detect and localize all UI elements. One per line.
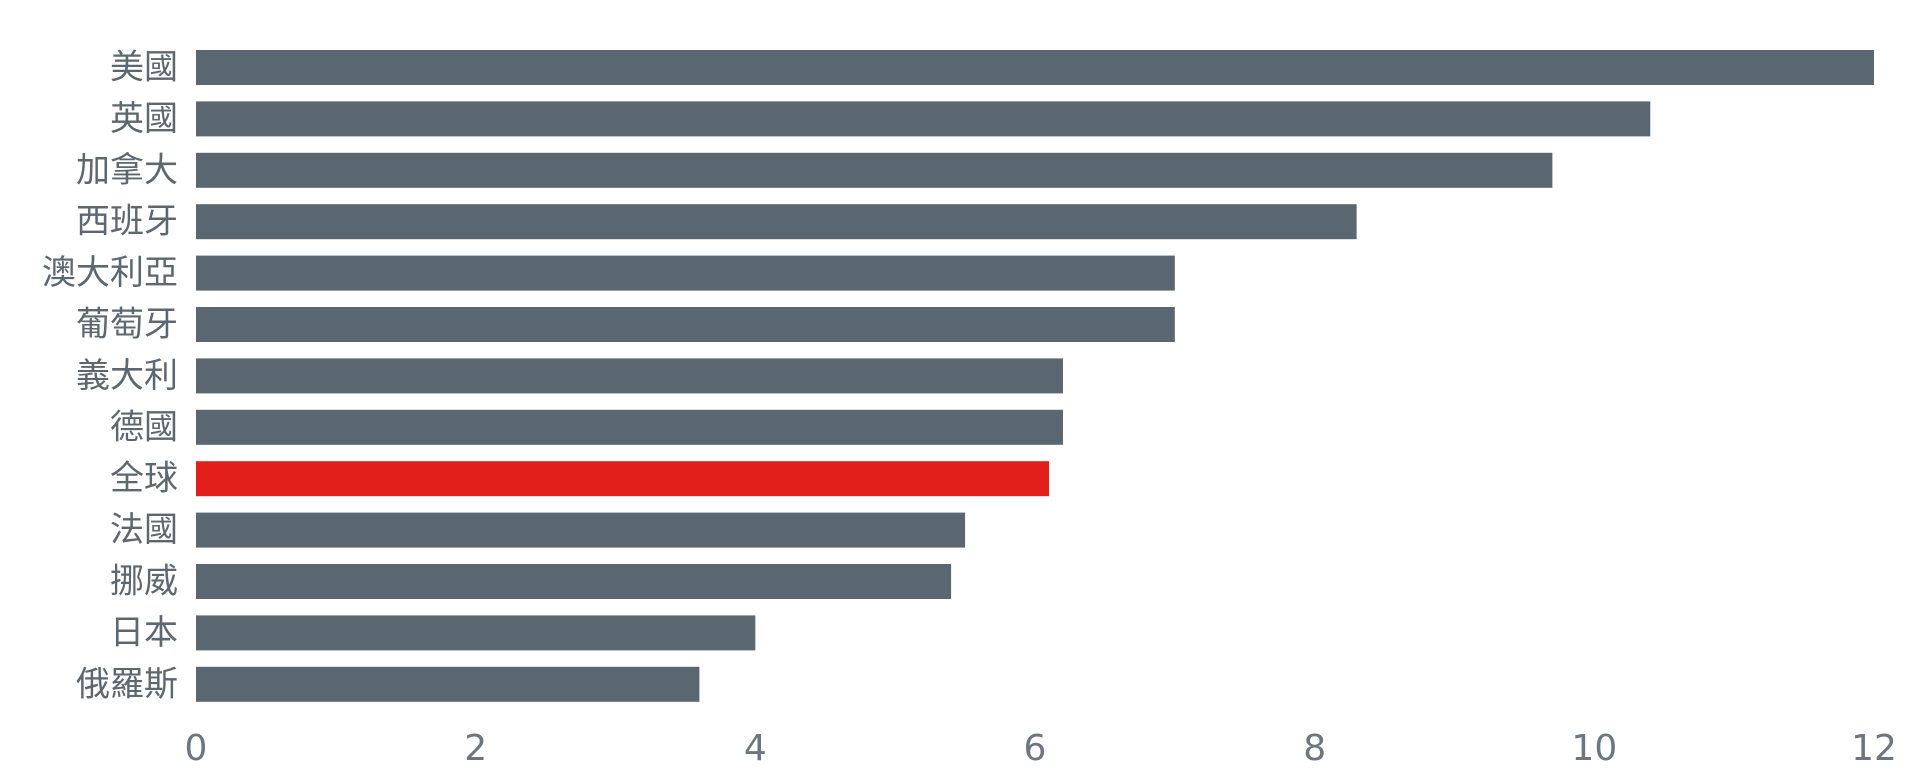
bar-11 [196, 615, 756, 651]
x-tick-label-2: 4 [744, 728, 767, 769]
bars-group [196, 50, 1874, 702]
category-label-2: 加拿大 [76, 150, 178, 190]
category-label-12: 俄羅斯 [76, 664, 178, 704]
category-label-0: 美國 [110, 48, 178, 88]
x-tick-label-3: 6 [1024, 728, 1047, 769]
bar-3 [196, 204, 1357, 240]
category-label-4: 澳大利亞 [42, 253, 178, 293]
x-tick-label-0: 0 [185, 728, 208, 769]
x-tick-label-1: 2 [464, 728, 487, 769]
x-tick-label-6: 12 [1851, 728, 1897, 769]
bar-6 [196, 358, 1063, 394]
bar-12 [196, 666, 700, 702]
bar-5 [196, 307, 1175, 342]
bar-2 [196, 152, 1553, 188]
bar-4 [196, 255, 1175, 291]
bar-8 [196, 461, 1049, 497]
category-label-11: 日本 [110, 613, 178, 653]
x-tick-label-5: 10 [1571, 728, 1617, 769]
bar-7 [196, 409, 1063, 445]
bar-9 [196, 512, 966, 548]
bar-1 [196, 101, 1651, 137]
category-label-6: 義大利 [76, 356, 178, 396]
category-label-10: 挪威 [110, 562, 178, 602]
category-label-5: 葡萄牙 [76, 305, 178, 345]
bar-10 [196, 564, 952, 599]
category-label-3: 西班牙 [76, 202, 178, 242]
bar-0 [196, 50, 1874, 85]
category-label-7: 德國 [110, 407, 178, 447]
category-label-8: 全球 [110, 459, 178, 499]
category-label-1: 英國 [110, 99, 178, 139]
x-axis-ticks-group: 0 2 4 6 8 10 12 [185, 728, 1897, 769]
x-tick-label-4: 8 [1303, 728, 1326, 769]
category-label-9: 法國 [110, 510, 178, 550]
